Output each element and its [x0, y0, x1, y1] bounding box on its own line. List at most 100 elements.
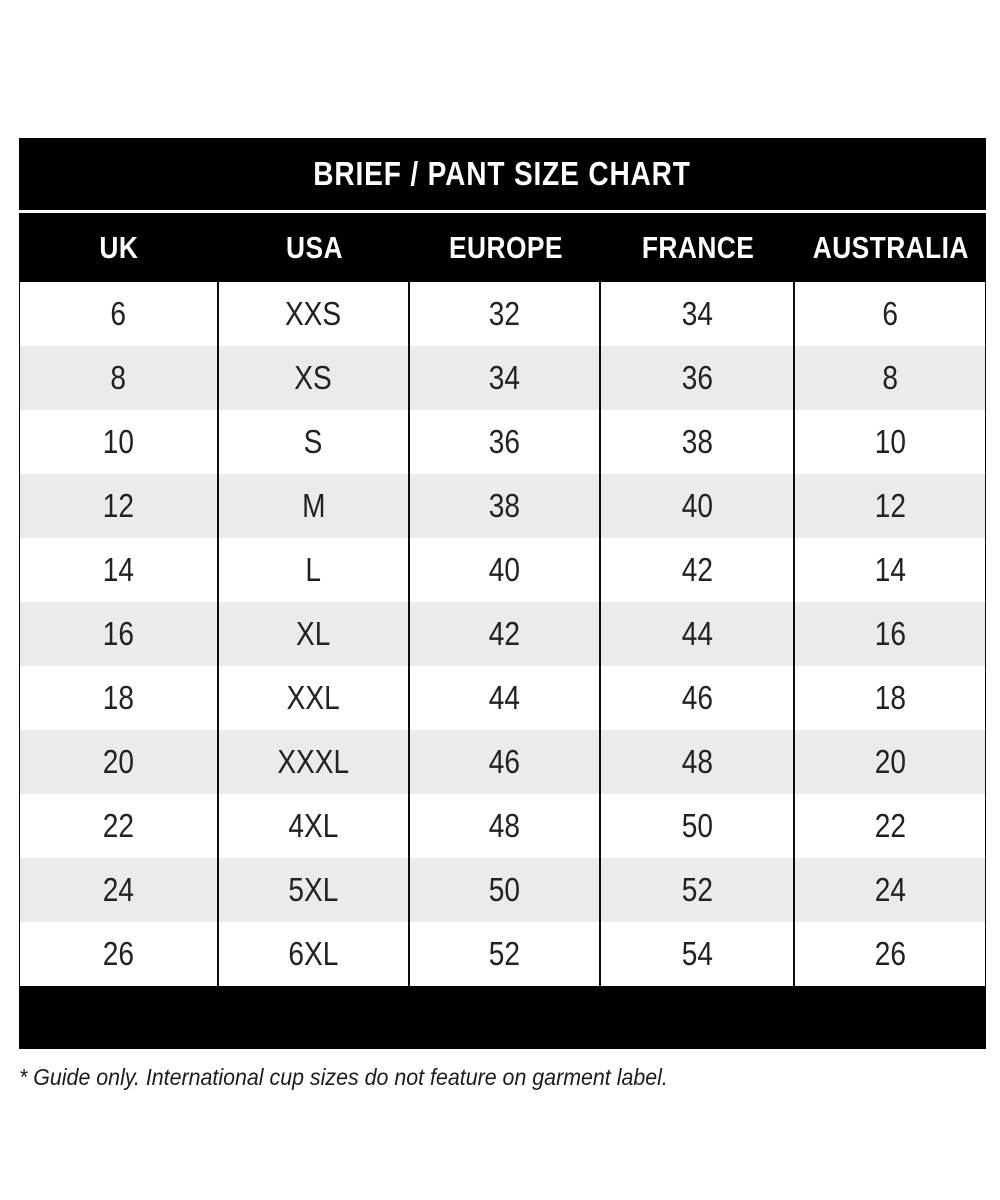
- table-cell: 6XL: [219, 922, 410, 986]
- table-cell-value: 10: [102, 423, 135, 460]
- table-row: 14 L 40 42 14: [20, 538, 985, 602]
- table-cell: XL: [219, 602, 410, 666]
- table-cell: 12: [20, 474, 219, 538]
- table-cell: 46: [410, 730, 601, 794]
- table-cell: 18: [795, 666, 985, 730]
- table-cell-value: 12: [102, 487, 135, 524]
- table-cell-value: 46: [681, 679, 713, 716]
- table-cell: 10: [20, 410, 219, 474]
- footnote: * Guide only. International cup sizes do…: [19, 1064, 717, 1091]
- table-cell: 6: [20, 282, 219, 346]
- size-table-body: 6 XXS 32 34 6 8 XS 34 36 8 10 S 36 38 10 12 M 38 40 12 14 L 40…: [19, 282, 986, 986]
- chart-title: BRIEF / PANT SIZE CHART: [313, 155, 692, 192]
- table-cell-value: 12: [874, 487, 906, 524]
- table-cell: 42: [410, 602, 601, 666]
- table-cell-value: XL: [296, 615, 331, 652]
- table-row: 8 XS 34 36 8: [20, 346, 985, 410]
- table-cell: 38: [601, 410, 795, 474]
- table-cell-value: XS: [294, 359, 333, 396]
- table-cell-value: 32: [488, 295, 521, 332]
- table-cell-value: 26: [102, 935, 135, 972]
- table-cell: 24: [795, 858, 985, 922]
- table-cell: 16: [20, 602, 219, 666]
- table-cell-value: 44: [681, 615, 713, 652]
- footnote-text: * Guide only. International cup sizes do…: [19, 1064, 668, 1090]
- table-cell-value: 6: [882, 295, 898, 332]
- table-cell-value: 14: [102, 551, 135, 588]
- table-cell: 22: [20, 794, 219, 858]
- table-cell-value: 34: [681, 295, 713, 332]
- table-cell: XXL: [219, 666, 410, 730]
- column-header-usa: USA: [219, 213, 410, 282]
- table-cell: 4XL: [219, 794, 410, 858]
- chart-title-bar: BRIEF / PANT SIZE CHART: [19, 138, 986, 210]
- table-cell: M: [219, 474, 410, 538]
- table-cell-value: 50: [488, 871, 521, 908]
- table-cell-value: XXS: [285, 295, 342, 332]
- table-row: 12 M 38 40 12: [20, 474, 985, 538]
- table-cell: 44: [601, 602, 795, 666]
- table-cell: 20: [20, 730, 219, 794]
- table-cell-value: 24: [102, 871, 135, 908]
- chart-footer-bar: [19, 986, 986, 1049]
- table-cell-value: 36: [488, 423, 521, 460]
- table-cell-value: L: [305, 551, 322, 588]
- table-cell-value: 34: [488, 359, 521, 396]
- table-cell-value: 50: [681, 807, 713, 844]
- table-cell-value: 8: [110, 359, 127, 396]
- table-cell: 14: [20, 538, 219, 602]
- column-header-australia: AUSTRALIA: [795, 213, 986, 282]
- table-cell: 34: [410, 346, 601, 410]
- table-cell: 50: [410, 858, 601, 922]
- table-cell-value: 5XL: [288, 871, 339, 908]
- table-row: 16 XL 42 44 16: [20, 602, 985, 666]
- table-cell-value: 52: [488, 935, 521, 972]
- size-chart: BRIEF / PANT SIZE CHART UK USA EUROPE FR…: [19, 138, 986, 1049]
- table-cell: 48: [601, 730, 795, 794]
- table-row: 18 XXL 44 46 18: [20, 666, 985, 730]
- table-row: 20 XXXL 46 48 20: [20, 730, 985, 794]
- table-cell-value: 42: [681, 551, 713, 588]
- table-cell: 42: [601, 538, 795, 602]
- table-cell: 50: [601, 794, 795, 858]
- table-cell: 26: [20, 922, 219, 986]
- table-cell-value: S: [304, 423, 323, 460]
- table-cell-value: XXXL: [277, 743, 350, 780]
- table-cell: 6: [795, 282, 985, 346]
- table-cell-value: 48: [488, 807, 521, 844]
- table-cell: XXS: [219, 282, 410, 346]
- table-row: 26 6XL 52 54 26: [20, 922, 985, 986]
- table-cell-value: 40: [488, 551, 521, 588]
- table-cell-value: 52: [681, 871, 713, 908]
- table-cell-value: 18: [874, 679, 906, 716]
- column-header-uk: UK: [19, 213, 219, 282]
- table-cell: 10: [795, 410, 985, 474]
- table-cell: 34: [601, 282, 795, 346]
- table-cell-value: 44: [488, 679, 521, 716]
- table-cell: 18: [20, 666, 219, 730]
- table-cell-value: 46: [488, 743, 521, 780]
- column-header-label: FRANCE: [641, 229, 755, 265]
- table-cell: XS: [219, 346, 410, 410]
- column-header-france: FRANCE: [601, 213, 795, 282]
- table-cell: 5XL: [219, 858, 410, 922]
- table-header-row: UK USA EUROPE FRANCE AUSTRALIA: [19, 213, 986, 282]
- table-cell-value: 38: [488, 487, 521, 524]
- table-cell-value: 42: [488, 615, 521, 652]
- table-cell-value: 14: [874, 551, 906, 588]
- table-cell-value: 22: [874, 807, 906, 844]
- column-header-label: USA: [286, 229, 343, 265]
- table-cell: 14: [795, 538, 985, 602]
- table-cell: S: [219, 410, 410, 474]
- table-cell: 48: [410, 794, 601, 858]
- table-cell-value: 8: [882, 359, 898, 396]
- table-cell-value: 40: [681, 487, 713, 524]
- column-header-label: AUSTRALIA: [812, 229, 969, 265]
- table-cell: 38: [410, 474, 601, 538]
- table-cell: 52: [601, 858, 795, 922]
- table-cell: 36: [410, 410, 601, 474]
- table-cell: 32: [410, 282, 601, 346]
- table-cell: 46: [601, 666, 795, 730]
- table-cell-value: 6: [110, 295, 127, 332]
